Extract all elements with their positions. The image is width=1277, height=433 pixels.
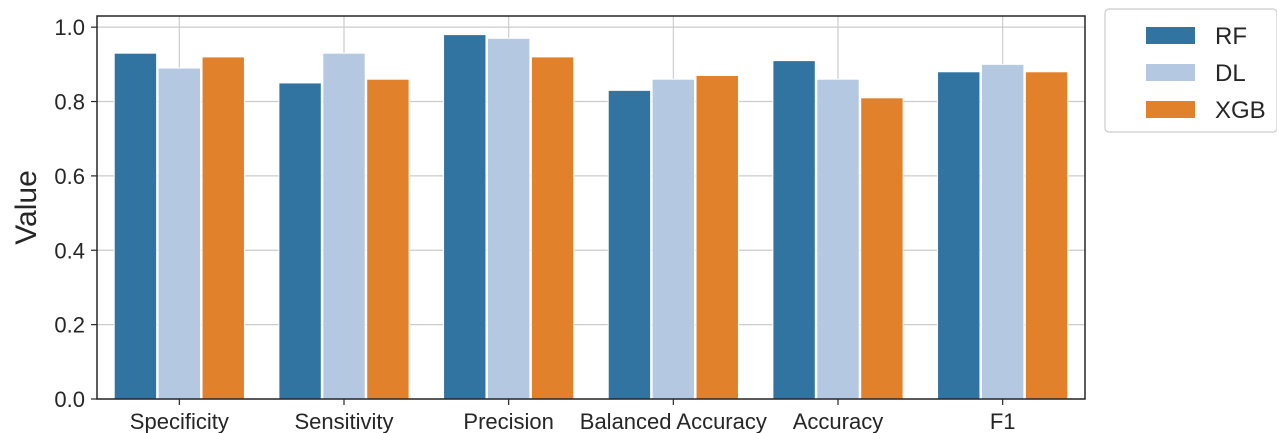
legend-swatch-xgb <box>1146 101 1195 118</box>
bar-xgb <box>695 74 739 400</box>
x-tick-label: Sensitivity <box>294 409 393 433</box>
x-tick-label: F1 <box>990 409 1016 433</box>
bar-xgb <box>530 56 575 400</box>
x-tick-label: Precision <box>463 409 553 433</box>
legend-label-dl: DL <box>1215 60 1246 87</box>
y-tick-label: 0.4 <box>54 238 85 263</box>
bar-rf <box>278 82 322 400</box>
x-tick-label: Specificity <box>130 409 229 433</box>
y-tick-label: 0.2 <box>54 313 85 338</box>
x-tick-label: Balanced Accuracy <box>580 409 767 433</box>
bar-dl <box>980 63 1025 400</box>
x-axis: Specificity Sensitivity Precision Balanced … <box>130 399 1016 433</box>
legend-label-rf: RF <box>1215 23 1247 50</box>
y-axis: 0.0 0.2 0.4 0.6 0.8 1.0 <box>54 15 97 412</box>
bar-dl <box>322 52 366 400</box>
bar-xgb <box>860 97 904 400</box>
legend-swatch-rf <box>1146 27 1195 44</box>
y-tick-label: 0.8 <box>54 90 85 115</box>
bar-xgb <box>366 78 410 400</box>
legend-label-xgb: XGB <box>1215 97 1266 124</box>
bar-rf <box>443 34 487 400</box>
bar-rf <box>937 71 981 400</box>
legend-swatch-dl <box>1146 64 1195 81</box>
bar-dl <box>816 78 860 400</box>
bar-dl <box>486 37 531 400</box>
bar-xgb <box>201 56 245 400</box>
y-tick-label: 1.0 <box>54 15 85 40</box>
bar-dl <box>651 78 696 400</box>
plot-frame <box>96 15 1086 400</box>
grid-lines <box>97 16 1085 400</box>
bar-rf <box>113 52 158 400</box>
y-axis-title: Value <box>10 170 43 245</box>
bars <box>113 34 1069 400</box>
bar-rf <box>607 89 652 400</box>
x-tick-label: Accuracy <box>793 409 883 433</box>
y-tick-label: 0.6 <box>54 164 85 189</box>
bar-dl <box>157 67 202 400</box>
legend: RF DL XGB <box>1104 8 1277 133</box>
bar-xgb <box>1024 71 1069 400</box>
y-tick-label: 0.0 <box>54 387 85 412</box>
bar-rf <box>772 60 816 400</box>
